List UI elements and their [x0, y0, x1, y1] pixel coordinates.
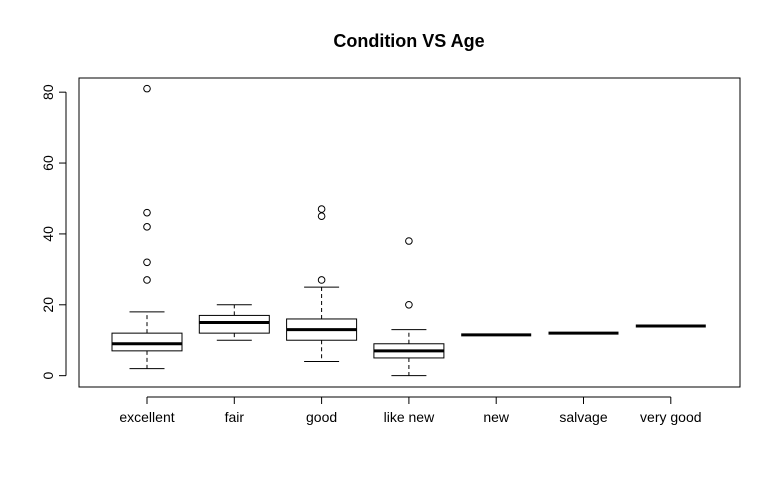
outlier-point — [317, 276, 326, 284]
y-tick-label: 20 — [40, 297, 56, 313]
box-fair — [198, 304, 270, 341]
y-tick-label: 40 — [40, 226, 56, 242]
y-tick-label: 80 — [40, 84, 56, 100]
x-tick-label: salvage — [559, 409, 607, 425]
y-tick-label: 0 — [40, 372, 56, 380]
outlier-point — [143, 258, 151, 267]
chart-title: Condition VS Age — [333, 31, 484, 51]
x-tick-label: very good — [640, 409, 701, 425]
iqr-box — [111, 332, 183, 352]
iqr-box — [198, 314, 270, 334]
x-tick-label: new — [483, 409, 510, 425]
outlier-point — [405, 300, 413, 309]
y-axis: 0 20 40 60 80 — [40, 84, 67, 380]
outlier-point — [405, 237, 413, 245]
outlier-point — [317, 205, 326, 213]
x-tick-label: good — [306, 409, 337, 425]
y-tick-label: 60 — [40, 155, 56, 171]
x-axis: excellent fair good like new new salvage very … — [119, 396, 702, 425]
box-excellent — [111, 84, 183, 370]
boxes — [111, 84, 706, 377]
outlier-point — [143, 276, 151, 284]
outlier-point — [143, 84, 151, 93]
x-tick-label: like new — [384, 409, 435, 425]
plot-frame — [78, 77, 741, 388]
box-good — [286, 205, 358, 362]
x-tick-label: excellent — [119, 409, 174, 425]
box-like-new — [373, 237, 445, 377]
x-tick-label: fair — [225, 409, 245, 425]
outlier-point — [317, 212, 326, 220]
outlier-point — [143, 223, 151, 231]
outlier-point — [143, 208, 151, 217]
